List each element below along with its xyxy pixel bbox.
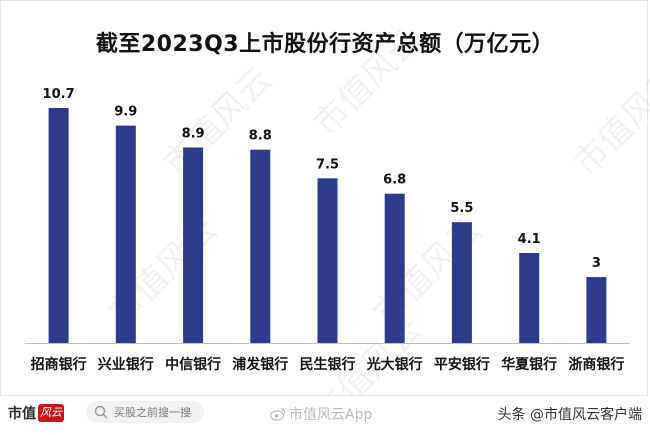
category-label-5: 民生银行 (300, 356, 356, 373)
value-label-5: 7.5 (316, 157, 339, 172)
value-label-7: 5.5 (450, 201, 473, 216)
category-label-3: 中信银行 (165, 356, 221, 373)
value-label-8: 4.1 (518, 232, 541, 247)
bar-2 (115, 125, 136, 343)
bar-9 (586, 277, 607, 343)
search-placeholder: 买股之前搜一搜 (114, 406, 191, 419)
brand-logo[interactable]: 市值 风云 (8, 402, 64, 424)
value-label-2: 9.9 (114, 105, 137, 120)
category-label-1: 招商银行 (31, 356, 87, 373)
logo-stamp: 风云 (38, 404, 64, 422)
weibo-text: 市值风云App (289, 407, 373, 423)
value-label-1: 10.7 (43, 87, 75, 102)
search-bar[interactable]: 买股之前搜一搜 (86, 401, 204, 423)
value-label-9: 3 (592, 256, 601, 271)
bar-1 (48, 108, 69, 343)
category-label-2: 兴业银行 (98, 356, 154, 373)
category-label-6: 光大银行 (366, 356, 423, 373)
bar-8 (519, 253, 540, 343)
chart-title: 截至2023Q3上市股份行资产总额（万亿元） (95, 32, 555, 57)
category-label-7: 平安银行 (434, 356, 490, 373)
category-label-4: 浦发银行 (232, 356, 288, 373)
bar-5 (317, 178, 338, 343)
bar-3 (183, 147, 204, 343)
weibo-watermark: 市值风云App (270, 404, 372, 424)
search-icon (94, 405, 108, 419)
value-label-3: 8.9 (182, 127, 205, 142)
value-label-4: 8.8 (249, 129, 272, 144)
bar-6 (384, 193, 405, 343)
bar-7 (451, 222, 472, 343)
value-label-6: 6.8 (383, 173, 406, 188)
footer-bar: 市值 风云 买股之前搜一搜 市值风云App 头条 @市值风云客户端 (0, 396, 650, 431)
logo-text: 市值 (8, 406, 36, 422)
category-label-8: 华夏银行 (501, 356, 557, 373)
category-label-9: 浙商银行 (568, 356, 624, 373)
bar-4 (250, 149, 271, 343)
weibo-icon (270, 408, 286, 421)
toutiao-watermark: 头条 @市值风云客户端 (497, 407, 642, 423)
bar-chart: 10.7 招商银行 9.9 兴业银行 8.9 中信银行 8.8 浦发银行 7.5 民生银行 6.8 光… (25, 87, 630, 373)
